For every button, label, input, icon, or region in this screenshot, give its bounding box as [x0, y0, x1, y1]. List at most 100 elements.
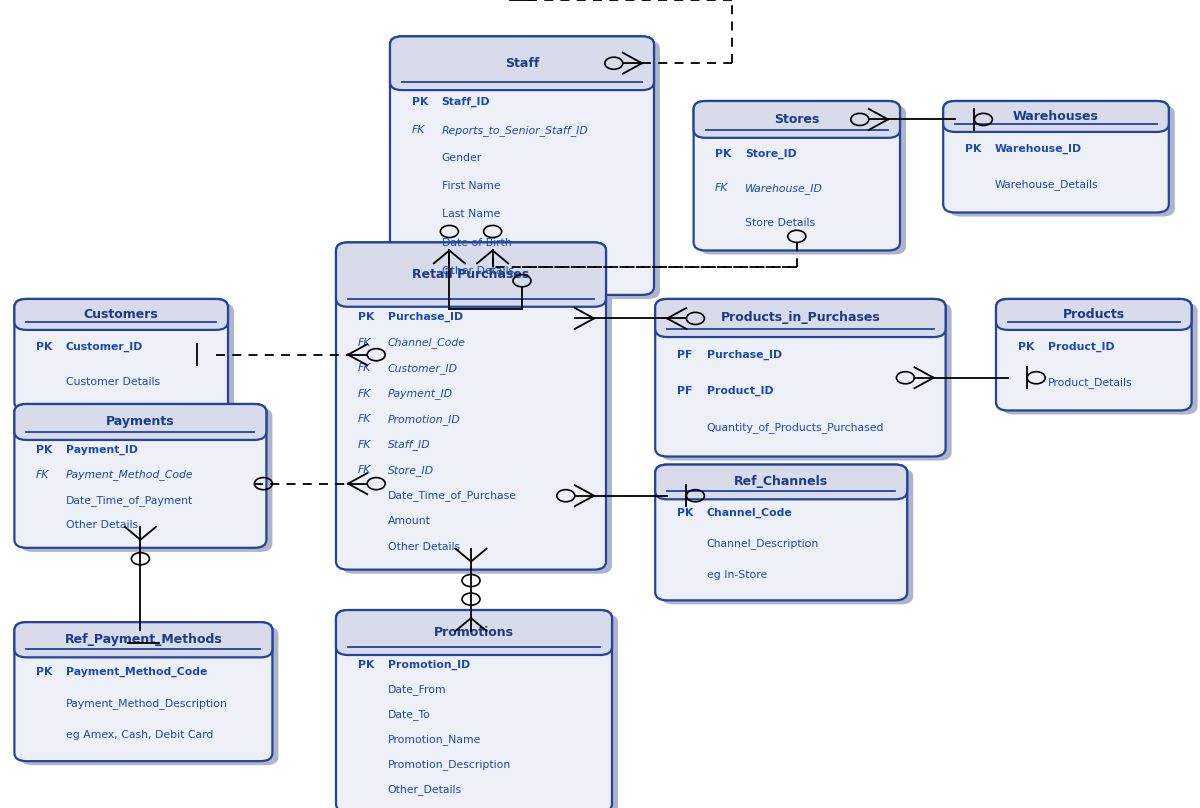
Text: Amount: Amount — [388, 516, 431, 526]
FancyBboxPatch shape — [694, 101, 900, 250]
FancyBboxPatch shape — [943, 101, 1169, 213]
Text: PK: PK — [36, 667, 53, 677]
Text: Staff_ID: Staff_ID — [388, 440, 431, 450]
FancyBboxPatch shape — [396, 40, 660, 299]
FancyBboxPatch shape — [20, 626, 278, 765]
Text: Retail Purchases: Retail Purchases — [413, 268, 529, 281]
FancyBboxPatch shape — [943, 101, 1169, 132]
Text: PK: PK — [715, 149, 732, 159]
Text: Other Details: Other Details — [388, 541, 460, 552]
Text: Payment_Method_Code: Payment_Method_Code — [66, 469, 193, 481]
Text: PK: PK — [965, 144, 982, 154]
Text: PK: PK — [36, 342, 53, 352]
Text: Payment_Method_Description: Payment_Method_Description — [66, 698, 228, 709]
FancyBboxPatch shape — [996, 299, 1192, 410]
Text: Promotion_Description: Promotion_Description — [388, 760, 511, 770]
FancyBboxPatch shape — [390, 36, 654, 90]
Text: PK: PK — [358, 312, 374, 322]
FancyBboxPatch shape — [694, 101, 900, 138]
Text: Channel_Description: Channel_Description — [707, 538, 820, 549]
Text: Reports_to_Senior_Staff_ID: Reports_to_Senior_Staff_ID — [442, 124, 588, 136]
FancyBboxPatch shape — [14, 404, 266, 548]
Text: Product_ID: Product_ID — [1048, 342, 1115, 352]
Text: FK: FK — [358, 440, 371, 450]
FancyBboxPatch shape — [949, 105, 1175, 217]
FancyBboxPatch shape — [342, 246, 612, 574]
Text: FK: FK — [715, 183, 728, 193]
Text: Other_Details: Other_Details — [388, 784, 462, 795]
Text: FK: FK — [358, 415, 371, 424]
Text: FK: FK — [358, 363, 371, 373]
Text: Payments: Payments — [106, 415, 175, 428]
Text: Customer Details: Customer Details — [66, 377, 160, 387]
Text: Customers: Customers — [84, 308, 158, 321]
FancyBboxPatch shape — [342, 614, 618, 808]
FancyBboxPatch shape — [661, 469, 913, 604]
FancyBboxPatch shape — [700, 105, 906, 255]
Text: Channel_Code: Channel_Code — [388, 337, 466, 348]
Text: Date_To: Date_To — [388, 709, 431, 720]
Text: FK: FK — [358, 465, 371, 475]
Text: Promotions: Promotions — [434, 626, 514, 639]
Text: Promotion_ID: Promotion_ID — [388, 660, 470, 670]
Text: PK: PK — [36, 445, 53, 455]
FancyBboxPatch shape — [336, 610, 612, 808]
Text: Store_ID: Store_ID — [745, 149, 797, 159]
Text: Date_Time_of_Purchase: Date_Time_of_Purchase — [388, 490, 516, 501]
FancyBboxPatch shape — [655, 299, 946, 457]
Text: Date_Time_of_Payment: Date_Time_of_Payment — [66, 494, 193, 506]
Text: FK: FK — [358, 389, 371, 398]
FancyBboxPatch shape — [14, 299, 228, 330]
Text: FK: FK — [358, 338, 371, 347]
Text: Warehouse_Details: Warehouse_Details — [995, 179, 1098, 190]
Text: Promotion_Name: Promotion_Name — [388, 734, 481, 745]
FancyBboxPatch shape — [661, 303, 952, 461]
Text: Products_in_Purchases: Products_in_Purchases — [720, 312, 881, 325]
Text: Warehouse_ID: Warehouse_ID — [995, 144, 1082, 154]
Text: Staff: Staff — [505, 57, 539, 69]
Text: Quantity_of_Products_Purchased: Quantity_of_Products_Purchased — [707, 422, 884, 433]
Text: eg In-Store: eg In-Store — [707, 570, 767, 579]
Text: Store_ID: Store_ID — [388, 465, 433, 476]
Text: Date of Birth: Date of Birth — [442, 238, 511, 247]
Text: Payment_ID: Payment_ID — [388, 388, 452, 399]
Text: Staff_ID: Staff_ID — [442, 97, 491, 107]
Text: Promotion_ID: Promotion_ID — [388, 414, 461, 425]
Text: Other Details: Other Details — [442, 266, 514, 276]
FancyBboxPatch shape — [1002, 303, 1198, 415]
Text: Warehouse_ID: Warehouse_ID — [745, 183, 823, 194]
FancyBboxPatch shape — [336, 242, 606, 570]
Text: Payment_Method_Code: Payment_Method_Code — [66, 667, 208, 677]
FancyBboxPatch shape — [996, 299, 1192, 330]
FancyBboxPatch shape — [655, 299, 946, 337]
Text: PK: PK — [358, 660, 374, 670]
Text: PK: PK — [1018, 342, 1034, 352]
Text: PK: PK — [677, 508, 694, 518]
Text: First Name: First Name — [442, 181, 500, 191]
Text: Stores: Stores — [774, 113, 820, 126]
Text: Product_ID: Product_ID — [707, 386, 774, 397]
Text: Products: Products — [1063, 308, 1124, 321]
FancyBboxPatch shape — [336, 610, 612, 655]
FancyBboxPatch shape — [14, 299, 228, 410]
FancyBboxPatch shape — [655, 465, 907, 600]
Text: Payment_ID: Payment_ID — [66, 444, 138, 455]
FancyBboxPatch shape — [390, 36, 654, 295]
Text: Date_From: Date_From — [388, 684, 446, 695]
Text: Warehouses: Warehouses — [1013, 110, 1099, 123]
Text: Other Details: Other Details — [66, 520, 138, 530]
Text: Purchase_ID: Purchase_ID — [707, 350, 782, 360]
Text: eg Amex, Cash, Debit Card: eg Amex, Cash, Debit Card — [66, 730, 214, 740]
Text: FK: FK — [36, 470, 49, 480]
FancyBboxPatch shape — [655, 465, 907, 499]
Text: PF: PF — [677, 386, 692, 396]
Text: Product_Details: Product_Details — [1048, 377, 1133, 388]
FancyBboxPatch shape — [14, 404, 266, 440]
Text: Ref_Payment_Methods: Ref_Payment_Methods — [65, 633, 222, 646]
FancyBboxPatch shape — [336, 242, 606, 307]
Text: PF: PF — [677, 350, 692, 360]
Text: Last Name: Last Name — [442, 209, 500, 220]
FancyBboxPatch shape — [20, 408, 272, 552]
Text: Ref_Channels: Ref_Channels — [734, 475, 828, 489]
Text: PK: PK — [412, 97, 428, 107]
